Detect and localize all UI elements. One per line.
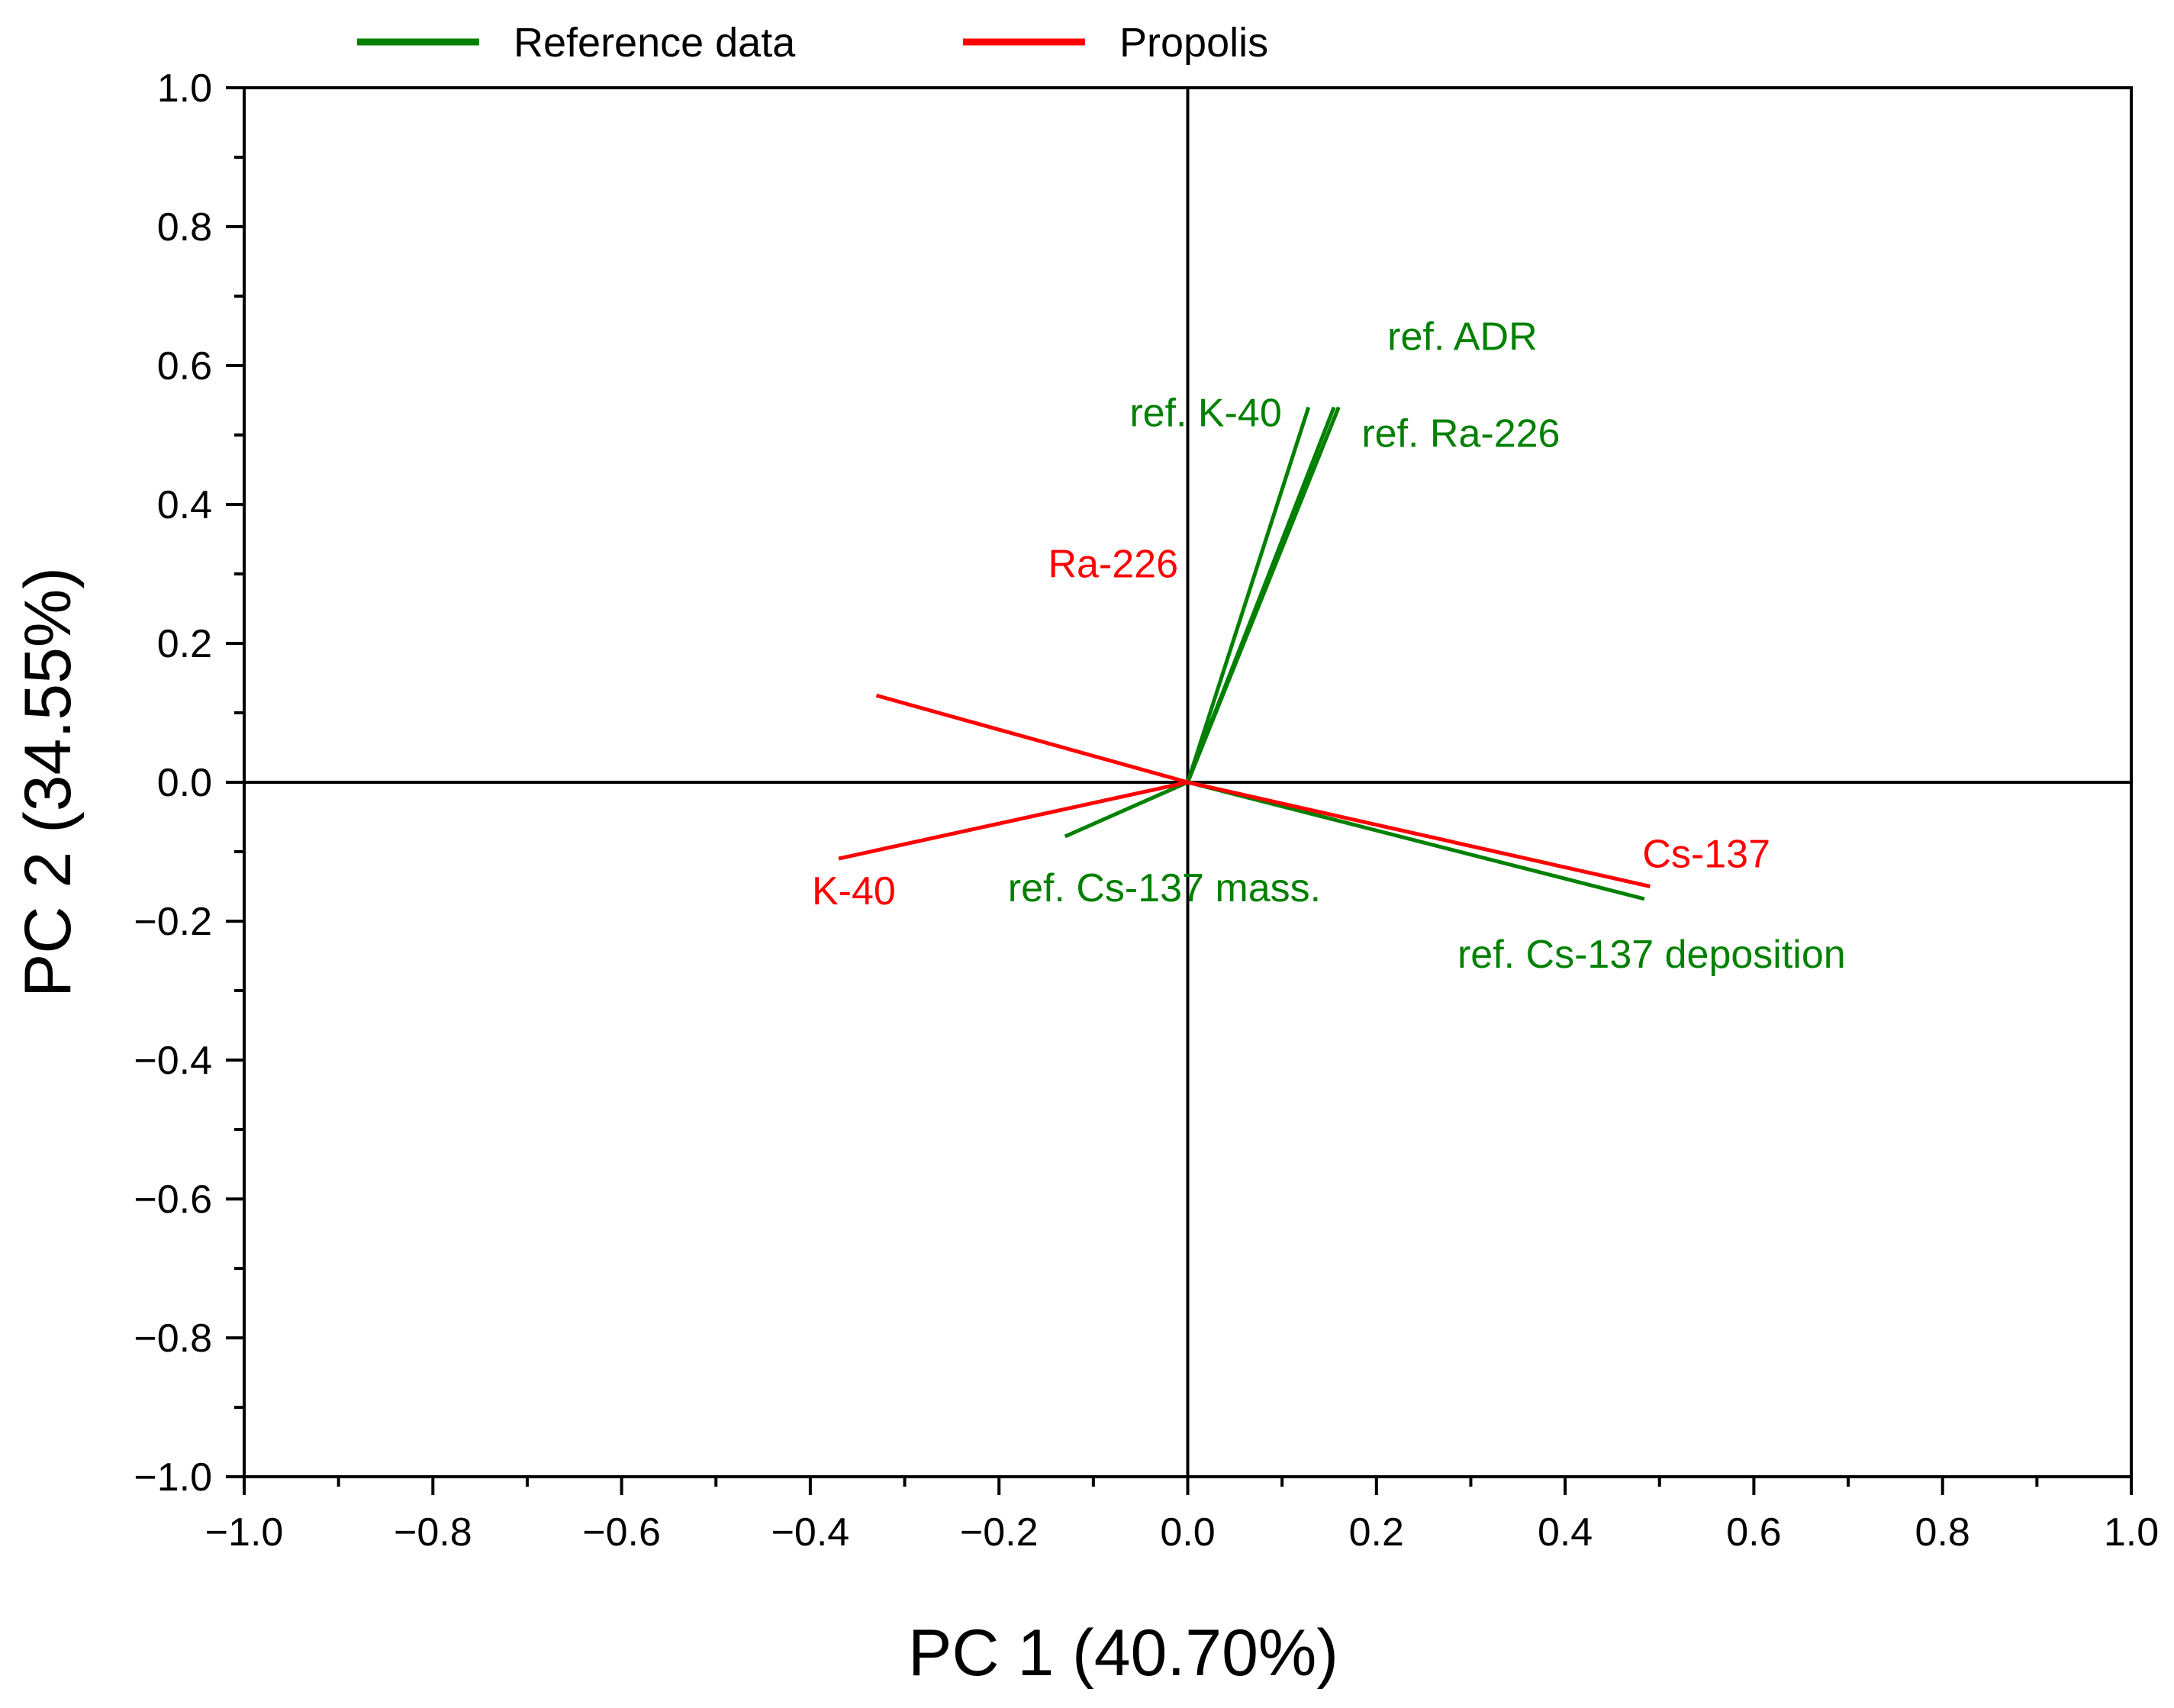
y-tick-label: −1.0 <box>134 1455 212 1500</box>
y-axis-label: PC 2 (34.55%) <box>11 567 85 997</box>
x-tick-label: 1.0 <box>2104 1510 2159 1555</box>
axes-group: −1.0 −0.8 −0.6 −0.4 −0.2 0.0 0.2 0.4 0.6 0.8 1.0 1.… <box>134 66 2159 1555</box>
vector-labels-group: ref. ADR ref. K-40 ref. Ra-226 ref. Cs-137 … <box>812 315 1846 977</box>
x-tick-label: 0.6 <box>1726 1510 1781 1555</box>
x-tick-label: −0.6 <box>582 1510 661 1555</box>
vector-label-ref-adr: ref. ADR <box>1387 315 1538 359</box>
x-tick-label: 0.2 <box>1349 1510 1404 1555</box>
vector-ref-cs-137-mass <box>1064 780 1189 839</box>
vector-label-ref-cs-137-mass: ref. Cs-137 mass. <box>1008 866 1321 910</box>
vector-ra-226 <box>875 693 1189 785</box>
x-axis-label: PC 1 (40.70%) <box>908 1616 1338 1690</box>
vectors-group <box>838 406 1651 901</box>
vector-ref-cs-137-deposition <box>1187 780 1645 901</box>
vector-ref-ra-226 <box>1186 406 1341 783</box>
y-tick-label: 0.2 <box>157 622 212 666</box>
y-tick-label: −0.8 <box>134 1316 212 1361</box>
y-tick-label: −0.4 <box>134 1039 212 1083</box>
x-tick-label: −0.4 <box>771 1510 850 1555</box>
vector-label-ref-ra-226: ref. Ra-226 <box>1361 412 1560 456</box>
vector-ref-k-40 <box>1186 406 1311 783</box>
vector-label-ref-cs-137-deposition: ref. Cs-137 deposition <box>1457 933 1846 977</box>
legend: Reference data Propolis <box>357 20 1268 66</box>
y-tick-label: −0.6 <box>134 1178 212 1222</box>
x-tick-label: 0.4 <box>1538 1510 1593 1555</box>
legend-label: Reference data <box>514 20 796 66</box>
y-tick-label: −0.2 <box>134 900 212 944</box>
vector-label-ref-k-40: ref. K-40 <box>1129 392 1281 436</box>
vector-cs-137 <box>1187 780 1651 888</box>
x-tick-label: −1.0 <box>205 1510 284 1555</box>
x-tick-label: −0.2 <box>960 1510 1039 1555</box>
vector-k-40 <box>838 780 1189 861</box>
vector-label-cs-137: Cs-137 <box>1642 833 1770 877</box>
x-tick-label: −0.8 <box>394 1510 472 1555</box>
x-tick-label: 0.8 <box>1915 1510 1970 1555</box>
y-tick-label: 1.0 <box>157 66 212 111</box>
y-tick-label: 0.6 <box>157 344 212 388</box>
vector-label-ra-226: Ra-226 <box>1048 542 1178 586</box>
y-tick-label: 0.4 <box>157 483 212 527</box>
legend-label: Propolis <box>1119 20 1268 66</box>
y-tick-label: 0.8 <box>157 205 212 250</box>
x-tick-label: 0.0 <box>1160 1510 1215 1555</box>
vector-label-k-40: K-40 <box>812 869 896 914</box>
y-tick-label: 0.0 <box>157 761 212 805</box>
